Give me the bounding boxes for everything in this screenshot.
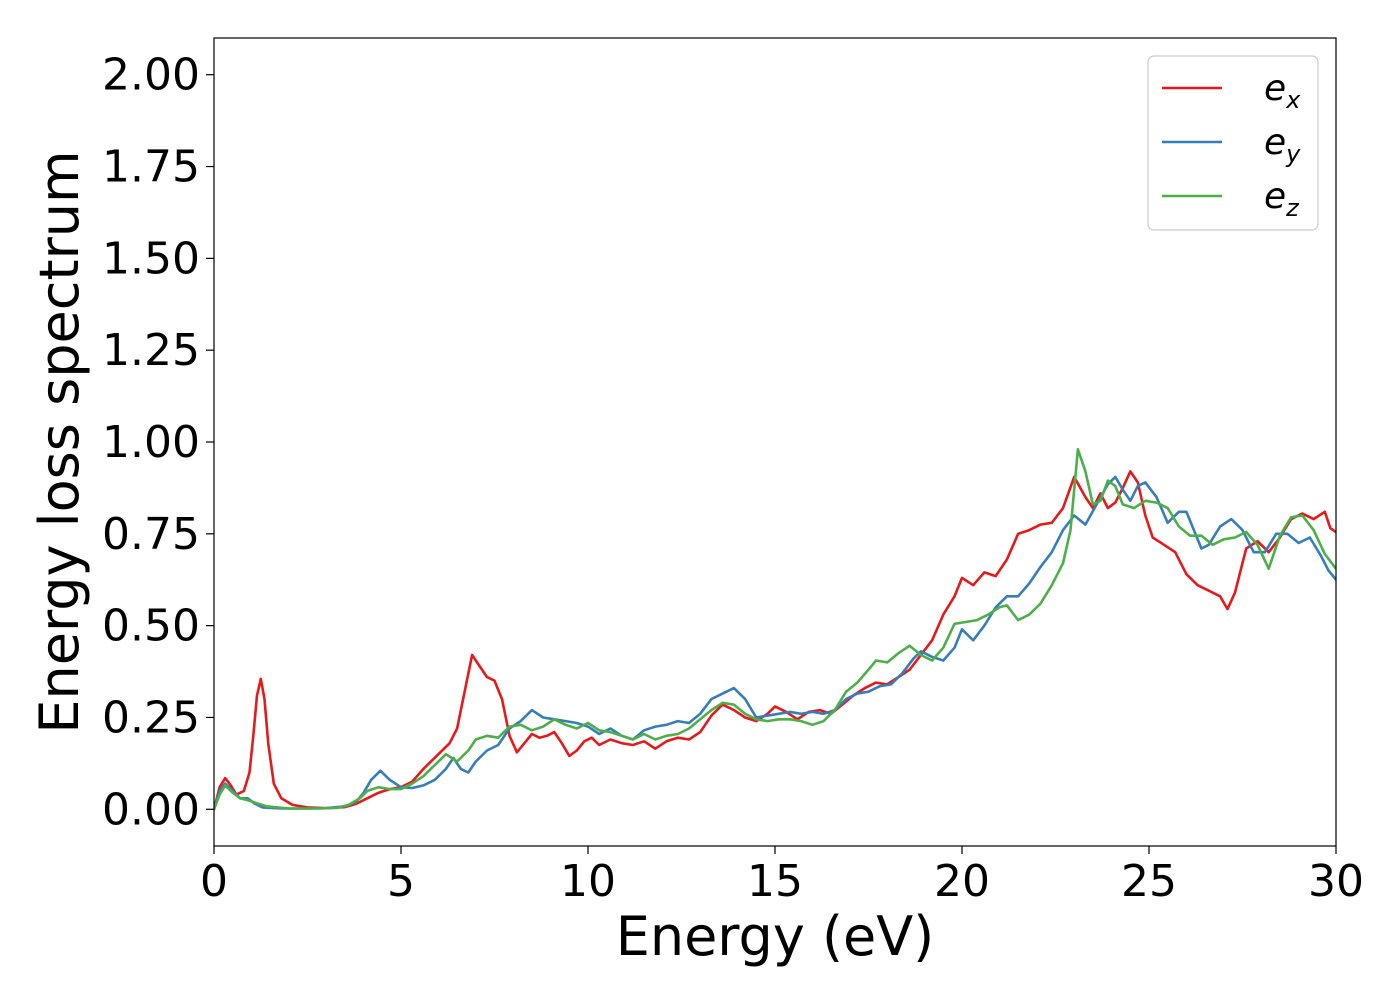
legend: ex ey ez xyxy=(1147,55,1319,231)
series-line-e-x xyxy=(214,470,1336,811)
x-axis-title: Energy (eV) xyxy=(616,905,935,968)
legend-label: ez xyxy=(1264,176,1300,222)
x-tick-label: 25 xyxy=(1121,856,1177,907)
y-tick-label: 0.75 xyxy=(102,509,200,560)
y-tick-label: 0.00 xyxy=(102,784,200,835)
legend-item-e-z: ez xyxy=(1162,176,1300,222)
series-layer xyxy=(214,448,1336,811)
legend-item-e-y: ey xyxy=(1162,122,1301,168)
legend-label: ex xyxy=(1264,68,1301,114)
legend-item-e-x: ex xyxy=(1162,68,1301,114)
x-tick-label: 10 xyxy=(560,856,616,907)
x-tick-label: 0 xyxy=(200,856,228,907)
x-tick-label: 15 xyxy=(747,856,803,907)
y-tick-label: 1.00 xyxy=(102,417,200,468)
y-tick-label: 1.50 xyxy=(102,233,200,284)
y-axis-ticks: 0.00 0.25 0.50 0.75 1.00 1.25 1.50 1.75 2.00 xyxy=(102,50,214,835)
y-tick-label: 1.25 xyxy=(102,325,200,376)
legend-box xyxy=(1147,55,1319,231)
y-tick-label: 2.00 xyxy=(102,50,200,101)
x-tick-label: 30 xyxy=(1308,856,1364,907)
x-tick-label: 5 xyxy=(387,856,415,907)
y-tick-label: 0.25 xyxy=(102,692,200,743)
x-axis-ticks: 0 5 10 15 20 25 30 xyxy=(200,846,1364,907)
series-line-e-z xyxy=(214,448,1336,811)
legend-label: ey xyxy=(1264,122,1301,168)
y-tick-label: 0.50 xyxy=(102,601,200,652)
y-tick-label: 1.75 xyxy=(102,142,200,193)
series-line-e-y xyxy=(214,475,1336,811)
y-axis-title: Energy loss spectrum xyxy=(28,150,91,733)
x-tick-label: 20 xyxy=(934,856,990,907)
